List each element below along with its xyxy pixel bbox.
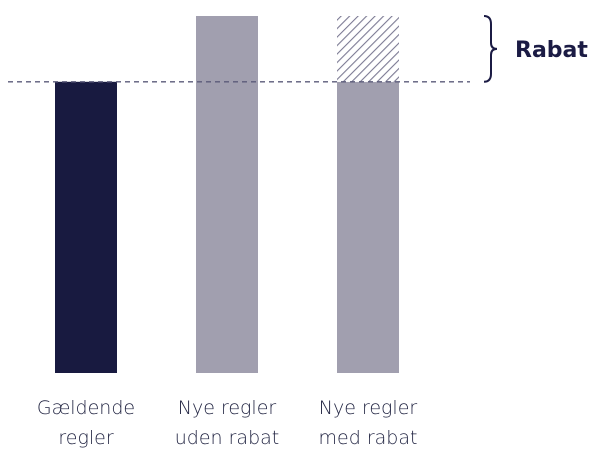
category-label-2-line-2: uden rabat <box>175 427 279 449</box>
category-label-3-line-2: med rabat <box>319 427 418 449</box>
category-label-2-line-1: Nye regler <box>178 397 277 419</box>
bar-1 <box>55 81 117 373</box>
bars-group <box>55 16 399 373</box>
category-label-3-line-1: Nye regler <box>319 397 418 419</box>
rabat-annotation: Rabat <box>515 38 588 63</box>
rabat-brace-icon <box>483 15 498 83</box>
category-labels: Gældende regler Nye regler uden rabat Nye re… <box>37 397 418 449</box>
bar-2 <box>196 16 258 373</box>
category-label-1-line-2: regler <box>58 427 113 449</box>
category-label-1-line-1: Gældende <box>37 397 135 419</box>
bar-3 <box>337 81 399 373</box>
bar-3-rabat-segment <box>337 16 399 82</box>
